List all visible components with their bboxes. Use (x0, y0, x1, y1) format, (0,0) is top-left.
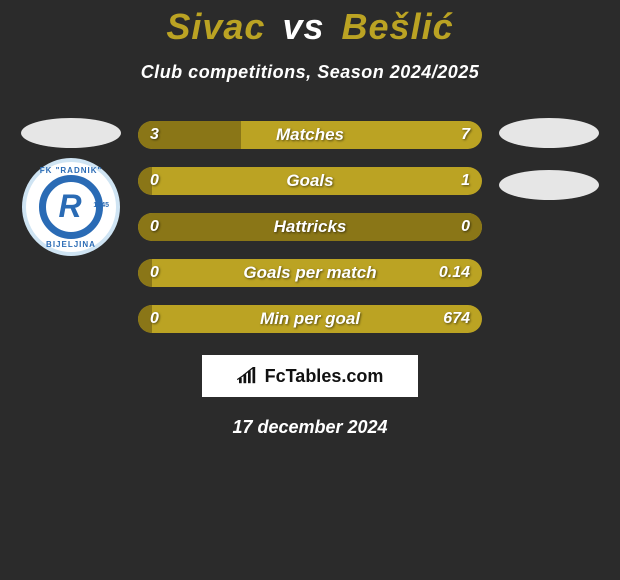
bar-right-value: 0 (461, 213, 470, 241)
club2-logo-placeholder (499, 170, 599, 200)
bar-label: Goals (138, 167, 482, 195)
vs-text: vs (282, 6, 324, 47)
stat-bar-goals-per-match: 0 Goals per match 0.14 (138, 259, 482, 287)
bar-label: Hattricks (138, 213, 482, 241)
bar-chart-icon (237, 367, 259, 385)
site-logo-text: FcTables.com (265, 366, 384, 387)
player1-name: Sivac (166, 6, 265, 47)
club-badge: FK "RADNIK" R 1945 BIJELJINA (22, 158, 120, 256)
left-column: FK "RADNIK" R 1945 BIJELJINA (16, 121, 126, 333)
player2-photo-placeholder (499, 118, 599, 148)
bar-right-value: 7 (461, 121, 470, 149)
bar-right-value: 0.14 (439, 259, 470, 287)
stat-bar-hattricks: 0 Hattricks 0 (138, 213, 482, 241)
subtitle: Club competitions, Season 2024/2025 (141, 62, 480, 83)
badge-year: 1945 (93, 202, 109, 209)
badge-letter: R (58, 188, 81, 225)
comparison-section: FK "RADNIK" R 1945 BIJELJINA 3 Matches 7… (0, 121, 620, 333)
stat-bar-min-per-goal: 0 Min per goal 674 (138, 305, 482, 333)
bar-right-value: 674 (443, 305, 470, 333)
stat-bar-goals: 0 Goals 1 (138, 167, 482, 195)
bar-label: Min per goal (138, 305, 482, 333)
date-text: 17 december 2024 (232, 417, 387, 438)
player2-name: Bešlić (342, 6, 454, 47)
site-logo[interactable]: FcTables.com (202, 355, 418, 397)
right-column (494, 121, 604, 333)
bar-label: Matches (138, 121, 482, 149)
badge-bottom-text: BIJELJINA (46, 240, 96, 249)
bar-label: Goals per match (138, 259, 482, 287)
comparison-title: Sivac vs Bešlić (166, 6, 453, 48)
player1-photo-placeholder (21, 118, 121, 148)
bar-right-value: 1 (461, 167, 470, 195)
stat-bar-matches: 3 Matches 7 (138, 121, 482, 149)
stat-bars: 3 Matches 7 0 Goals 1 0 Hattricks 0 0 Go… (138, 121, 482, 333)
badge-top-text: FK "RADNIK" (40, 166, 103, 175)
